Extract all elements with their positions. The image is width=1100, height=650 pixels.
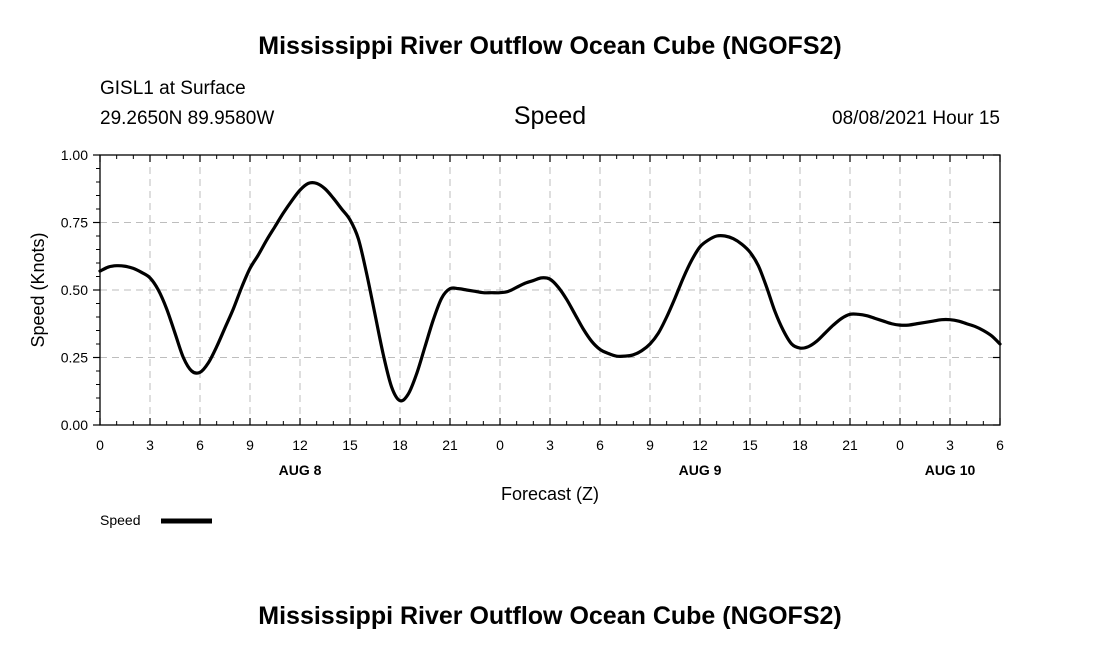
chart-subtitle: Speed bbox=[514, 102, 586, 130]
coordinates-label: 29.2650N 89.9580W bbox=[100, 108, 274, 129]
date-label: AUG 10 bbox=[925, 462, 976, 478]
chart-main-title: Mississippi River Outflow Ocean Cube (NG… bbox=[258, 32, 841, 60]
y-tick-label: 0.00 bbox=[61, 417, 88, 433]
x-tick-label: 3 bbox=[546, 437, 554, 453]
x-tick-label: 18 bbox=[392, 437, 408, 453]
x-tick-label: 18 bbox=[792, 437, 808, 453]
x-tick-label: 12 bbox=[292, 437, 308, 453]
grid bbox=[100, 155, 1000, 425]
date-labels: AUG 8 AUG 9 AUG 10 bbox=[279, 462, 976, 478]
x-tick-label: 9 bbox=[246, 437, 254, 453]
x-tick-label: 0 bbox=[96, 437, 104, 453]
x-tick-label: 21 bbox=[842, 437, 858, 453]
x-tick-label: 6 bbox=[996, 437, 1004, 453]
x-tick-label: 9 bbox=[646, 437, 654, 453]
series-line-speed bbox=[98, 180, 1002, 403]
x-tick-label: 3 bbox=[946, 437, 954, 453]
x-tick-label: 12 bbox=[692, 437, 708, 453]
date-label: AUG 8 bbox=[279, 462, 322, 478]
x-tick-label: 6 bbox=[596, 437, 604, 453]
date-label: AUG 9 bbox=[679, 462, 722, 478]
y-tick-label: 0.50 bbox=[61, 282, 88, 298]
footer-title: Mississippi River Outflow Ocean Cube (NG… bbox=[258, 602, 841, 630]
x-tick-labels: 0 3 6 9 12 15 18 21 0 3 6 9 12 15 18 21 0 3 6 bbox=[96, 437, 1004, 453]
y-tick-label: 1.00 bbox=[61, 147, 88, 163]
x-tick-label: 6 bbox=[196, 437, 204, 453]
x-tick-label: 0 bbox=[896, 437, 904, 453]
legend-label: Speed bbox=[100, 512, 140, 528]
axis-ticks bbox=[93, 154, 1001, 426]
x-axis-label: Forecast (Z) bbox=[501, 484, 599, 504]
y-axis-label: Speed (Knots) bbox=[28, 232, 48, 347]
x-tick-label: 15 bbox=[342, 437, 358, 453]
x-tick-label: 3 bbox=[146, 437, 154, 453]
x-tick-label: 15 bbox=[742, 437, 758, 453]
x-tick-label: 0 bbox=[496, 437, 504, 453]
x-tick-label: 21 bbox=[442, 437, 458, 453]
station-label: GISL1 at Surface bbox=[100, 78, 246, 99]
y-tick-labels: 0.00 0.25 0.50 0.75 1.00 bbox=[61, 147, 88, 433]
y-tick-label: 0.25 bbox=[61, 350, 88, 366]
y-tick-label: 0.75 bbox=[61, 215, 88, 231]
datetime-label: 08/08/2021 Hour 15 bbox=[832, 108, 1000, 129]
